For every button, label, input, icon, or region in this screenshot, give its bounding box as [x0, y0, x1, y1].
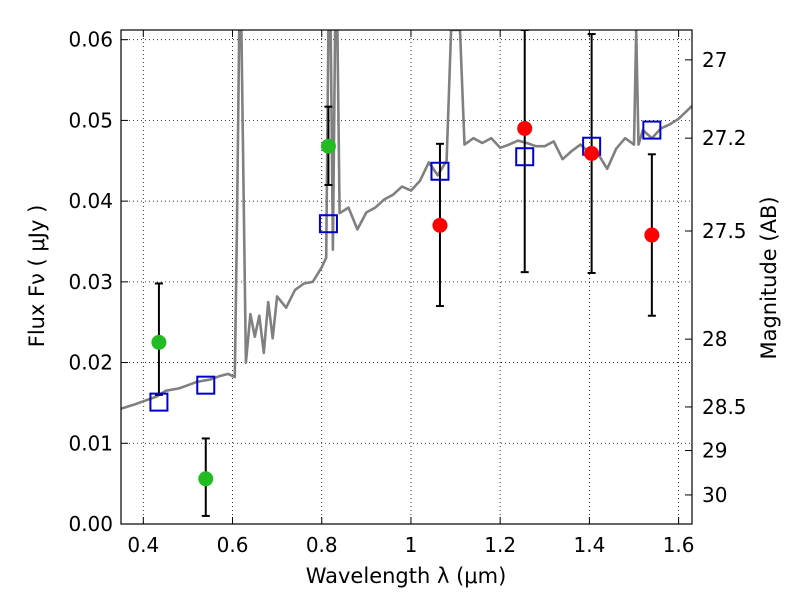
- spectrum-line: [121, 30, 692, 410]
- model-point: [318, 214, 338, 234]
- plot-area: [121, 30, 692, 517]
- x-tick-label: 1.2: [484, 533, 516, 557]
- y2-tick-label: 29: [702, 439, 727, 463]
- y-tick-label: 0.01: [68, 431, 113, 455]
- y-tick-label: 0.03: [68, 270, 113, 294]
- x-axis-label: Wavelength λ (μm): [306, 564, 507, 588]
- y-tick-label: 0.02: [68, 351, 113, 375]
- y2-tick-label: 27.5: [702, 219, 747, 243]
- y2-tick-label: 28: [702, 327, 727, 351]
- y-tick-label: 0.04: [68, 189, 113, 213]
- y-axis-label: Flux Fν ( μJy ): [25, 205, 49, 348]
- green-data-point: [198, 471, 214, 487]
- y2-tick-label: 28.5: [702, 395, 747, 419]
- y2-axis-label: Magnitude (AB): [757, 196, 781, 359]
- model-point: [149, 392, 169, 412]
- red-data-point: [517, 120, 533, 136]
- x-tick-label: 0.6: [217, 533, 249, 557]
- red-data-point: [432, 217, 448, 233]
- model-point: [642, 120, 662, 140]
- green-data-point: [320, 138, 336, 154]
- x-tick-label: 1.4: [573, 533, 605, 557]
- y-tick-label: 0.05: [68, 108, 113, 132]
- x-tick-label: 1: [405, 533, 418, 557]
- red-data-point: [644, 227, 660, 243]
- y-tick-label: 0.00: [68, 512, 113, 536]
- model-point: [196, 375, 216, 395]
- axes: 0.4 0.6 0.8 1 1.2 1.4 1.6 0.00 0.01 0.02 0.03 0.04 0…: [68, 28, 746, 557]
- y-tick-label: 0.06: [68, 28, 113, 52]
- y2-tick-label: 30: [702, 483, 727, 507]
- model-point: [430, 161, 450, 181]
- y2-tick-label: 27.2: [702, 126, 747, 150]
- x-tick-label: 1.6: [663, 533, 695, 557]
- red-data-point: [584, 146, 600, 161]
- model-point: [515, 147, 535, 167]
- green-data-point: [151, 334, 167, 350]
- x-tick-label: 0.8: [306, 533, 338, 557]
- y2-tick-label: 27: [702, 48, 727, 72]
- plot-frame: [120, 29, 693, 525]
- x-tick-label: 0.4: [127, 533, 159, 557]
